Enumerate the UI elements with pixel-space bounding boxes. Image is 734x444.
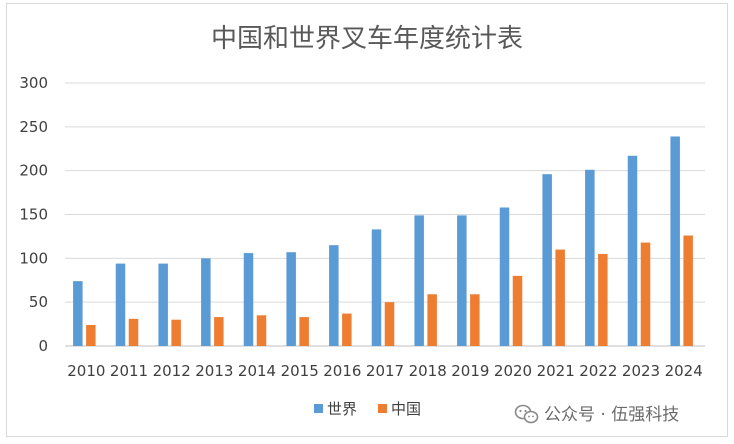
y-axis-ticks: 0 50 100 150 200 250 300 [19,74,48,355]
bar-world-2022 [585,169,595,346]
x-tick-label: 2012 [153,362,191,380]
y-tick-label: 200 [19,162,48,180]
bar-china-2020 [512,275,523,346]
bar-china-2011 [128,318,139,346]
bar-world-2024 [670,136,680,346]
x-tick-label: 2013 [195,362,233,380]
bar-world-2013 [201,258,211,346]
x-tick-label: 2011 [110,362,148,380]
bar-world-2015 [286,252,296,346]
bar-china-2022 [598,253,608,346]
y-tick-label: 250 [19,118,48,136]
legend: 世界 中国 [314,400,421,418]
bar-world-2010 [73,281,83,346]
legend-label-china: 中国 [391,400,421,418]
legend-swatch-world [314,404,323,413]
bar-china-2019 [470,294,480,346]
bar-china-2021 [555,249,565,346]
y-tick-label: 50 [29,293,48,311]
bar-world-2012 [158,263,168,346]
bar-china-2023 [640,242,651,346]
chart-frame [6,3,728,437]
x-tick-label: 2018 [409,362,447,380]
wechat-icon [514,404,539,424]
x-tick-label: 2014 [238,362,276,380]
bar-world-2021 [542,174,552,346]
legend-label-world: 世界 [327,400,357,418]
bar-china-2015 [299,317,309,346]
x-tick-label: 2023 [622,362,660,380]
y-tick-label: 0 [38,337,48,355]
bar-world-2023 [627,155,638,346]
bar-world-2011 [115,263,126,346]
watermark: 公众号 · 伍强科技 [514,404,679,425]
y-tick-label: 100 [19,249,48,267]
y-tick-label: 300 [19,74,48,92]
bar-world-2014 [243,253,254,346]
bar-world-2018 [414,215,424,346]
x-tick-label: 2024 [665,362,703,380]
bar-china-2010 [86,324,96,346]
x-tick-label: 2010 [67,362,105,380]
bar-world-2020 [499,207,510,346]
bar-china-2013 [214,317,224,346]
bar-china-2017 [384,302,395,346]
bar-world-2017 [371,229,382,346]
x-tick-label: 2021 [537,362,575,380]
y-tick-label: 150 [19,206,48,224]
x-tick-label: 2019 [451,362,489,380]
bar-world-2019 [457,215,467,346]
x-tick-label: 2017 [366,362,404,380]
chart-title: 中国和世界叉车年度统计表 [211,24,523,54]
bar-china-2014 [256,315,267,346]
legend-swatch-china [378,404,387,413]
x-tick-label: 2015 [281,362,319,380]
watermark-text: 公众号 · 伍强科技 [544,405,679,425]
x-tick-label: 2016 [323,362,361,380]
bar-china-2018 [427,294,437,346]
bar-world-2016 [329,245,339,346]
bars [73,136,693,346]
bar-china-2012 [171,319,181,346]
x-axis-ticks: 2010 2011 2012 2013 2014 2015 2016 2017 2018 2019… [67,362,703,380]
bar-china-2024 [683,235,693,346]
x-tick-label: 2022 [579,362,617,380]
bar-china-2016 [342,313,352,346]
x-tick-label: 2020 [494,362,532,380]
